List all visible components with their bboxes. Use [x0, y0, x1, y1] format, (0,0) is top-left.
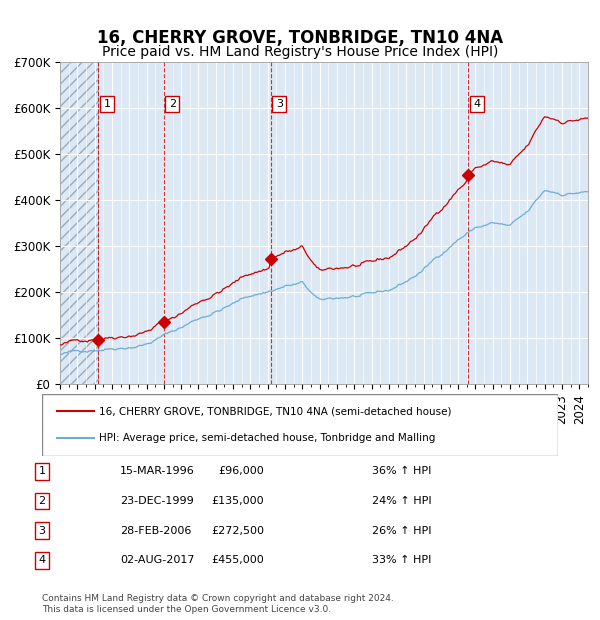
Text: 1: 1 [38, 466, 46, 476]
Text: 3: 3 [276, 99, 283, 109]
Text: 1: 1 [103, 99, 110, 109]
Text: 4: 4 [38, 556, 46, 565]
Text: 23-DEC-1999: 23-DEC-1999 [120, 496, 194, 506]
Text: 2: 2 [38, 496, 46, 506]
Text: 33% ↑ HPI: 33% ↑ HPI [372, 556, 431, 565]
Text: £96,000: £96,000 [218, 466, 264, 476]
Text: 28-FEB-2006: 28-FEB-2006 [120, 526, 191, 536]
Text: 16, CHERRY GROVE, TONBRIDGE, TN10 4NA (semi-detached house): 16, CHERRY GROVE, TONBRIDGE, TN10 4NA (s… [99, 406, 451, 416]
Text: 2: 2 [169, 99, 176, 109]
Text: £135,000: £135,000 [211, 496, 264, 506]
Text: 15-MAR-1996: 15-MAR-1996 [120, 466, 195, 476]
Text: Contains HM Land Registry data © Crown copyright and database right 2024.
This d: Contains HM Land Registry data © Crown c… [42, 595, 394, 614]
Text: 3: 3 [38, 526, 46, 536]
Text: Price paid vs. HM Land Registry's House Price Index (HPI): Price paid vs. HM Land Registry's House … [102, 45, 498, 59]
Text: HPI: Average price, semi-detached house, Tonbridge and Malling: HPI: Average price, semi-detached house,… [99, 433, 435, 443]
Text: 26% ↑ HPI: 26% ↑ HPI [372, 526, 431, 536]
Text: 4: 4 [473, 99, 481, 109]
Text: £272,500: £272,500 [211, 526, 264, 536]
Text: 02-AUG-2017: 02-AUG-2017 [120, 556, 194, 565]
FancyBboxPatch shape [42, 394, 558, 456]
Text: 24% ↑ HPI: 24% ↑ HPI [372, 496, 431, 506]
Text: 16, CHERRY GROVE, TONBRIDGE, TN10 4NA: 16, CHERRY GROVE, TONBRIDGE, TN10 4NA [97, 29, 503, 46]
Text: £455,000: £455,000 [211, 556, 264, 565]
Text: 36% ↑ HPI: 36% ↑ HPI [372, 466, 431, 476]
